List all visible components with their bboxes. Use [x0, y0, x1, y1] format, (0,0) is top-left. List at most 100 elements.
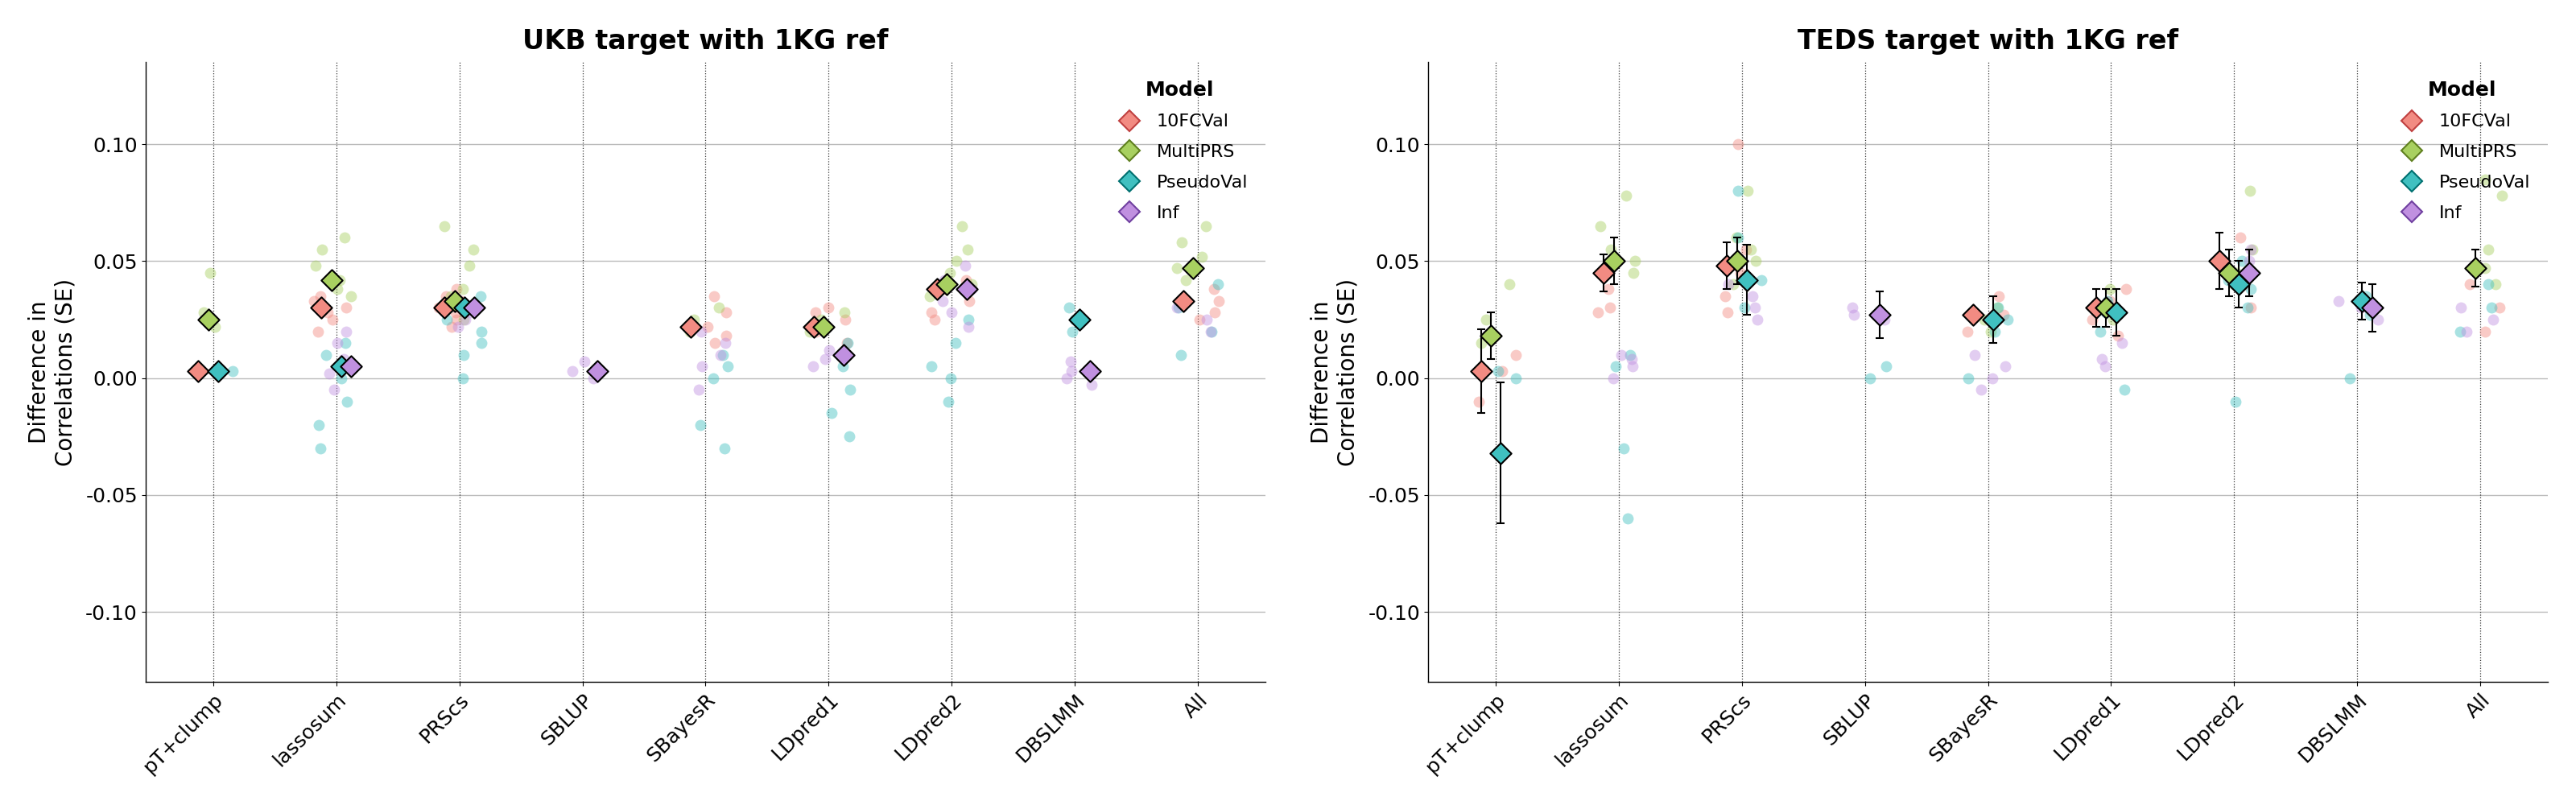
Point	[2081, 353, 2123, 365]
Point	[572, 372, 613, 385]
Point	[2468, 243, 2509, 256]
Point	[1157, 262, 1198, 275]
Point	[417, 301, 459, 314]
Point	[2213, 278, 2254, 291]
Point	[948, 295, 989, 308]
Point	[319, 372, 361, 385]
Point	[314, 383, 355, 396]
Point	[2223, 278, 2264, 291]
Point	[2097, 329, 2138, 342]
Point	[2228, 266, 2269, 279]
Point	[307, 349, 348, 361]
Point	[701, 349, 742, 361]
Point	[2349, 308, 2391, 321]
Point	[801, 313, 842, 326]
Point	[1984, 360, 2025, 373]
Point	[793, 320, 835, 333]
Point	[319, 274, 361, 287]
Point	[1734, 254, 1775, 267]
Point	[930, 306, 971, 319]
Point	[319, 360, 361, 373]
Point	[1584, 266, 1625, 279]
Point	[703, 442, 744, 455]
Point	[1172, 262, 1213, 275]
Point	[670, 325, 711, 338]
Point	[2439, 301, 2481, 314]
Point	[2352, 301, 2393, 314]
Point	[325, 353, 366, 365]
Point	[1613, 353, 1654, 365]
Point	[325, 301, 366, 314]
Point	[1718, 184, 1759, 197]
Point	[453, 243, 495, 256]
Point	[425, 301, 466, 314]
Point	[2231, 283, 2272, 295]
Point	[294, 295, 335, 308]
Point	[1607, 512, 1649, 525]
Point	[793, 360, 835, 373]
Point	[1193, 306, 1234, 319]
Point	[435, 313, 477, 326]
Point	[948, 243, 989, 256]
Point	[2231, 243, 2272, 256]
Point	[325, 325, 366, 338]
Point	[951, 283, 992, 295]
Point	[943, 220, 984, 233]
Point	[433, 295, 474, 308]
Point	[2084, 306, 2125, 319]
Point	[811, 407, 853, 419]
Point	[2455, 262, 2496, 275]
Point	[822, 360, 863, 373]
Point	[425, 290, 466, 303]
Legend: 10FCVal, MultiPRS, PseudoVal, Inf: 10FCVal, MultiPRS, PseudoVal, Inf	[1103, 72, 1257, 230]
Point	[1718, 231, 1759, 244]
Point	[330, 290, 371, 303]
Point	[327, 395, 368, 408]
Point	[1708, 306, 1749, 319]
Point	[325, 336, 366, 349]
Point	[824, 349, 866, 361]
Point	[1718, 138, 1759, 151]
Point	[1953, 308, 1994, 321]
Point	[1602, 442, 1643, 455]
Y-axis label: Difference in
Correlations (SE): Difference in Correlations (SE)	[28, 279, 77, 466]
Point	[2200, 254, 2241, 267]
Point	[299, 325, 340, 338]
Point	[1726, 184, 1767, 197]
Point	[1865, 360, 1906, 373]
Point	[2318, 295, 2360, 308]
Point	[188, 313, 229, 326]
Point	[2087, 301, 2128, 314]
Point	[1718, 254, 1759, 267]
Point	[1471, 329, 1512, 342]
Point	[438, 320, 479, 333]
Point	[922, 295, 963, 308]
Point	[319, 360, 361, 373]
Point	[1473, 329, 1515, 342]
Point	[2228, 184, 2269, 197]
Point	[1069, 365, 1110, 378]
Point	[198, 365, 240, 378]
Point	[2231, 243, 2272, 256]
Point	[2465, 325, 2506, 338]
Point	[2465, 173, 2506, 186]
Point	[443, 349, 484, 361]
Point	[706, 306, 747, 319]
Point	[917, 283, 958, 295]
Point	[2221, 254, 2262, 267]
Point	[2342, 301, 2383, 314]
Point	[806, 301, 848, 314]
Point	[301, 301, 343, 314]
Point	[1862, 313, 1904, 326]
Point	[1481, 365, 1522, 378]
Point	[1947, 325, 1989, 338]
Point	[1731, 243, 1772, 256]
Point	[693, 290, 734, 303]
Point	[2210, 266, 2251, 279]
Point	[1589, 243, 1631, 256]
Point	[1705, 290, 1747, 303]
Point	[948, 313, 989, 326]
Point	[1716, 254, 1757, 267]
Point	[1494, 349, 1535, 361]
Point	[448, 306, 489, 319]
